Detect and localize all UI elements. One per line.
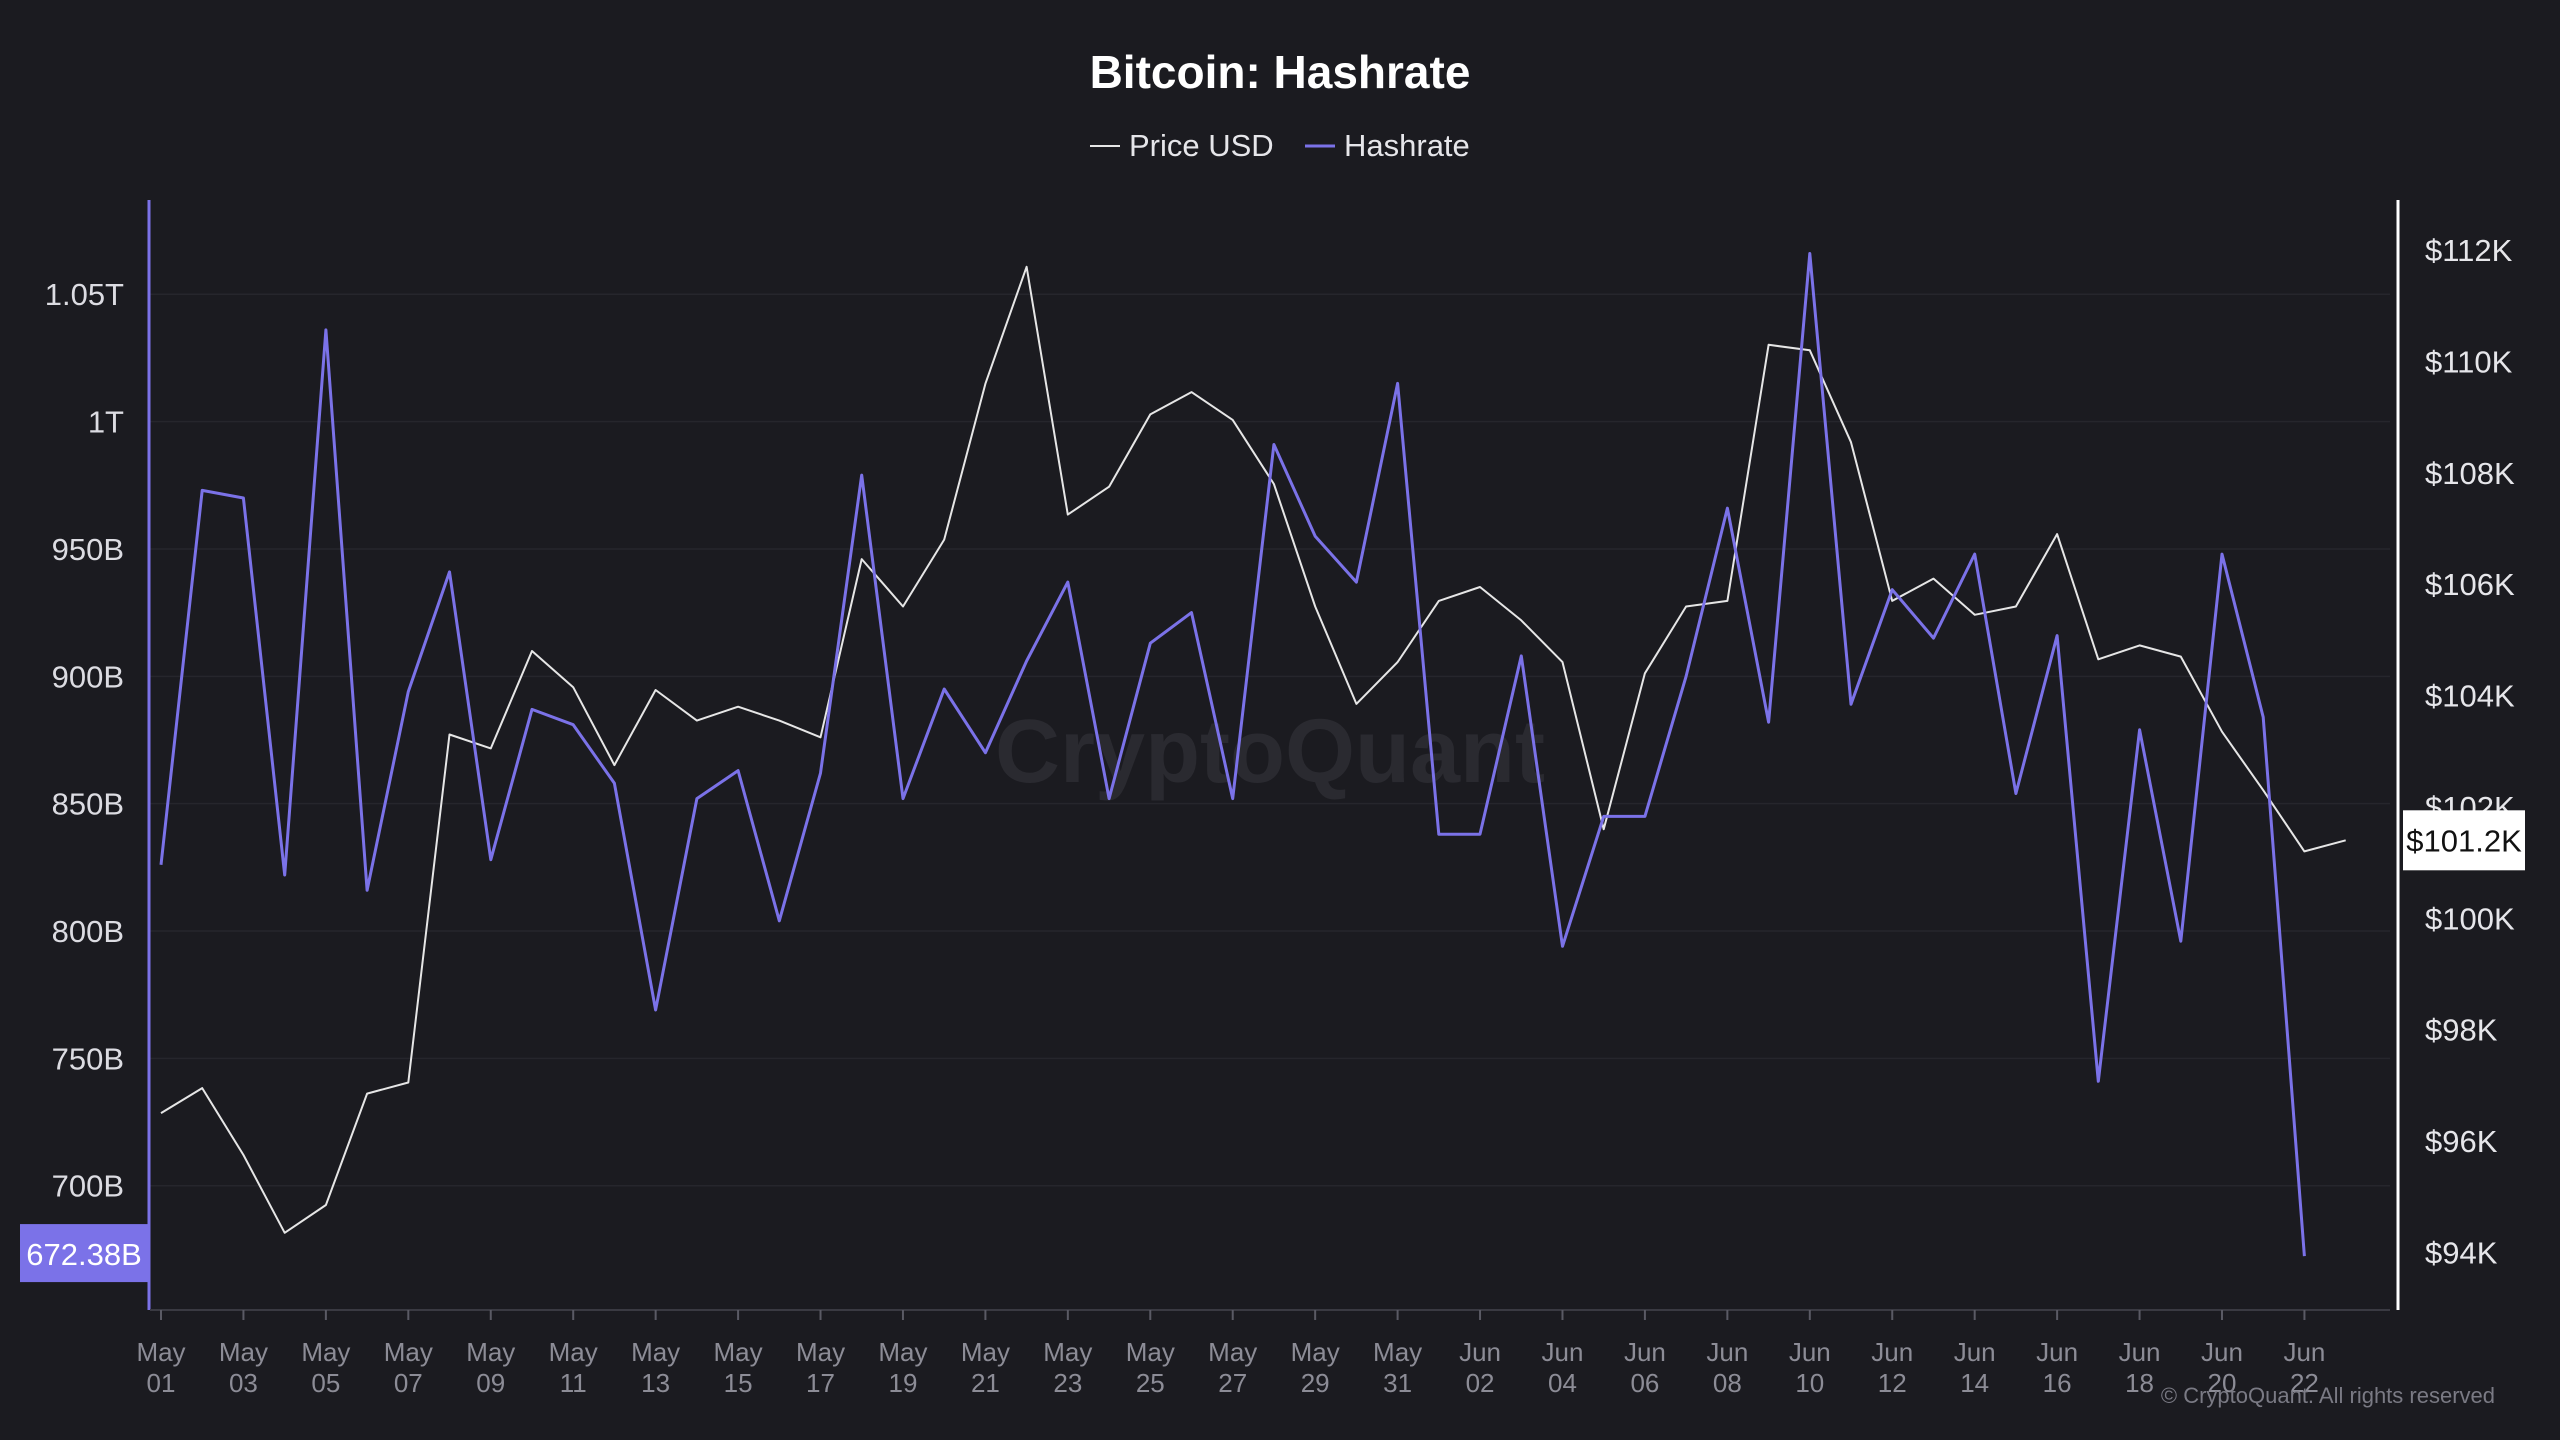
series-line-hashrate	[159, 252, 2306, 1257]
left-tick-label: 1T	[88, 405, 124, 440]
x-tick-label: May 17	[796, 1337, 845, 1398]
x-tick-label: May 05	[301, 1337, 350, 1398]
legend-label-price: Price USD	[1129, 128, 1274, 163]
legend-item-price[interactable]: Price USD	[1090, 128, 1274, 163]
x-tick-label: Jun 18	[2119, 1337, 2161, 1398]
series-line-price	[160, 265, 2346, 1234]
x-tick-label: Jun 10	[1789, 1337, 1831, 1398]
price-value-badge-text: $101.2K	[2406, 823, 2522, 858]
left-tick-label: 1.05T	[45, 277, 124, 312]
left-tick-label: 800B	[52, 914, 124, 949]
x-tick-label: May 07	[384, 1337, 433, 1398]
x-tick-label: May 13	[631, 1337, 680, 1398]
right-tick-label: $98K	[2425, 1013, 2498, 1048]
grid	[150, 293, 2390, 1187]
x-tick-label: Jun 02	[1459, 1337, 1501, 1398]
left-tick-label: 700B	[52, 1169, 124, 1204]
right-tick-label: $112K	[2425, 233, 2513, 268]
x-tick-label: Jun 22	[2283, 1337, 2325, 1398]
x-tick-label: Jun 08	[1706, 1337, 1748, 1398]
x-tick-label: Jun 14	[1954, 1337, 1996, 1398]
left-tick-label: 950B	[52, 532, 124, 567]
x-tick-label: May 21	[961, 1337, 1010, 1398]
x-tick-label: May 29	[1291, 1337, 1340, 1398]
copyright-text: © CryptoQuant. All rights reserved	[2161, 1383, 2495, 1408]
legend-label-hashrate: Hashrate	[1344, 128, 1470, 163]
hashrate-value-badge	[20, 1224, 148, 1283]
price-value-badge	[2403, 810, 2525, 871]
x-tick-label: May 27	[1208, 1337, 1257, 1398]
left-tick-label: 850B	[52, 787, 124, 822]
x-tick-label: May 11	[549, 1337, 598, 1398]
right-tick-label: $94K	[2425, 1235, 2498, 1270]
right-tick-label: $100K	[2425, 901, 2515, 936]
x-tick-label: May 15	[714, 1337, 763, 1398]
x-tick-label: Jun 06	[1624, 1337, 1666, 1398]
series	[159, 252, 2346, 1257]
chart-title: Bitcoin: Hashrate	[1090, 46, 1471, 98]
x-tick-label: Jun 04	[1542, 1337, 1584, 1398]
x-tick-label: May 03	[219, 1337, 268, 1398]
hashrate-value-badge-text: 672.38B	[26, 1237, 142, 1272]
legend-item-hashrate[interactable]: Hashrate	[1305, 128, 1470, 163]
axes: 700B 750B 800B 850B 900B 950B 1T 1.05T $94K $96K $…	[45, 200, 2515, 1398]
value-badges: 672.38B $101.2K	[20, 810, 2525, 1283]
x-tick-label: May 09	[466, 1337, 515, 1398]
x-tick-label: May 19	[878, 1337, 927, 1398]
x-tick-label: May 01	[136, 1337, 185, 1398]
x-tick-label: Jun 12	[1871, 1337, 1913, 1398]
right-tick-label: $108K	[2425, 456, 2515, 491]
x-tick-label: Jun 16	[2036, 1337, 2078, 1398]
left-tick-label: 900B	[52, 659, 124, 694]
legend[interactable]: Price USD Hashrate	[1090, 128, 1470, 163]
x-tick-label: Jun 20	[2201, 1337, 2243, 1398]
x-tick-label: May 31	[1373, 1337, 1422, 1398]
watermark: CryptoQuant	[995, 702, 1545, 802]
right-tick-label: $96K	[2425, 1124, 2498, 1159]
right-tick-label: $106K	[2425, 567, 2515, 602]
x-tick-label: May 25	[1126, 1337, 1175, 1398]
right-tick-label: $110K	[2425, 344, 2513, 379]
x-tick-label: May 23	[1043, 1337, 1092, 1398]
right-tick-label: $104K	[2425, 679, 2515, 714]
left-tick-label: 750B	[52, 1041, 124, 1076]
